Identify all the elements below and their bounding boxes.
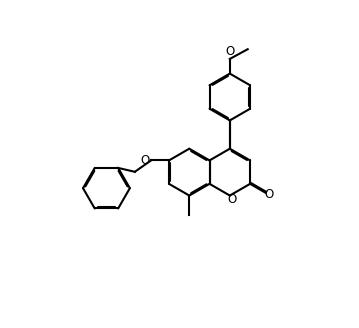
Text: O: O: [264, 188, 274, 201]
Text: O: O: [228, 193, 237, 206]
Text: O: O: [225, 45, 235, 58]
Text: O: O: [140, 154, 149, 167]
